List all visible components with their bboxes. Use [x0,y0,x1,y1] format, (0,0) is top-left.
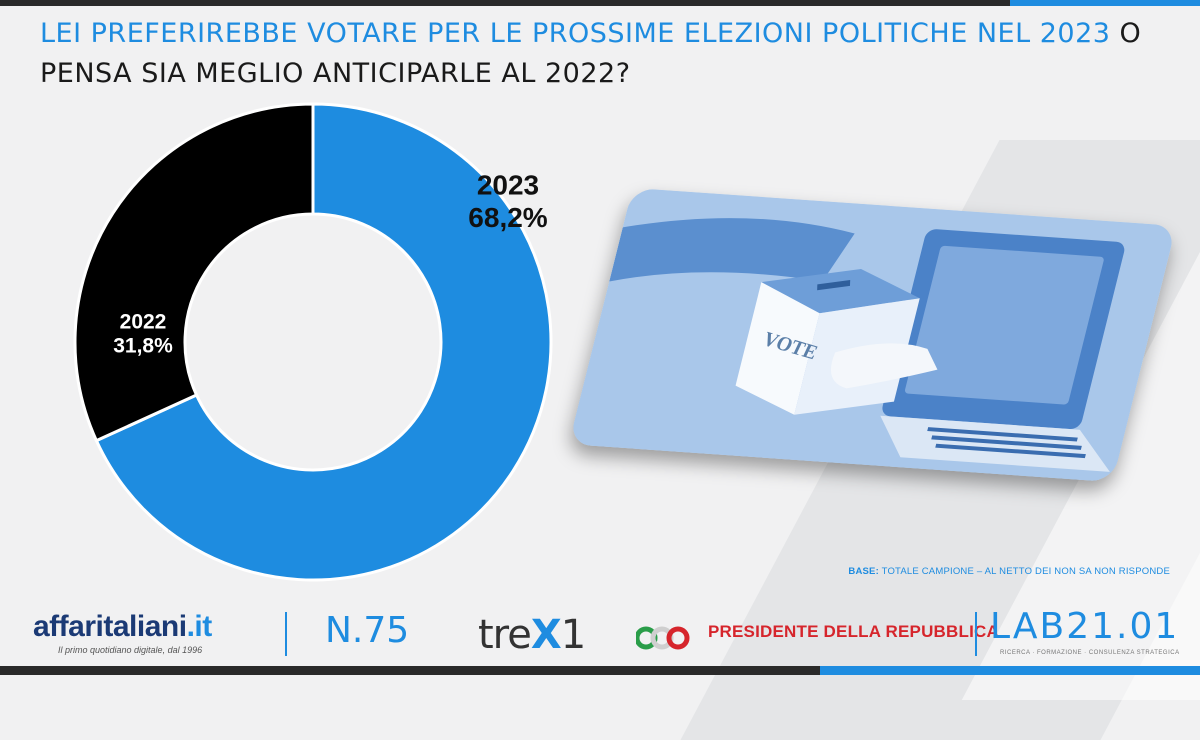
trex-prefix: tre [478,612,532,658]
ballot-box-laptop-hand-icon: VOTE [568,187,1177,483]
base-note-label: BASE: [848,566,879,577]
slice-value-label: 31,8% [113,335,173,358]
chart-title: LEI PREFERIREBBE VOTARE PER LE PROSSIME … [40,14,1160,94]
slice-category-label: 2022 [120,310,167,333]
footer-separator [285,612,287,656]
lab-logo: LAB21.01 [990,606,1180,647]
bottom-bar [0,666,1200,675]
presidente-label: PRESIDENTE DELLA REPUBBLICA [708,622,999,641]
base-note-text: TOTALE CAMPIONE – AL NETTO DEI NON SA NO… [878,566,1170,577]
base-note: BASE: TOTALE CAMPIONE – AL NETTO DEI NON… [848,566,1170,577]
footer: affaritaliani.it Il primo quotidiano dig… [0,600,1200,666]
trex-suffix: 1 [560,612,586,658]
top-bar [0,0,1200,6]
slice-category-label: 2023 [477,170,539,201]
trex-x: X [530,612,562,658]
affaritaliani-logo: affaritaliani.it [33,610,212,644]
italian-flag-circles-icon [636,626,690,650]
bottom-bar-accent [820,666,1200,675]
donut-slice-2023 [94,102,553,582]
lab-tagline: RICERCA · FORMAZIONE · CONSULENZA STRATE… [1000,650,1180,656]
voting-illustration: VOTE [568,187,1177,483]
donut-slice-2022 [73,102,315,443]
trex-logo: treX1 [478,606,693,662]
slice-value-label: 68,2% [468,202,547,233]
title-part1: LEI PREFERIREBBE VOTARE PER LE PROSSIME … [40,18,1040,49]
issue-number: N.75 [325,610,410,651]
footer-separator [975,612,977,656]
title-year-highlight: 2023 [1039,18,1111,49]
affaritaliani-name: affaritaliani [33,610,187,643]
affaritaliani-tagline: Il primo quotidiano digitale, dal 1996 [58,645,203,655]
affaritaliani-tld: .it [186,610,213,643]
top-bar-accent [1010,0,1200,6]
title-part2: O PENSA SIA MEGLIO ANTICIPARLE AL 2022? [40,18,1142,89]
